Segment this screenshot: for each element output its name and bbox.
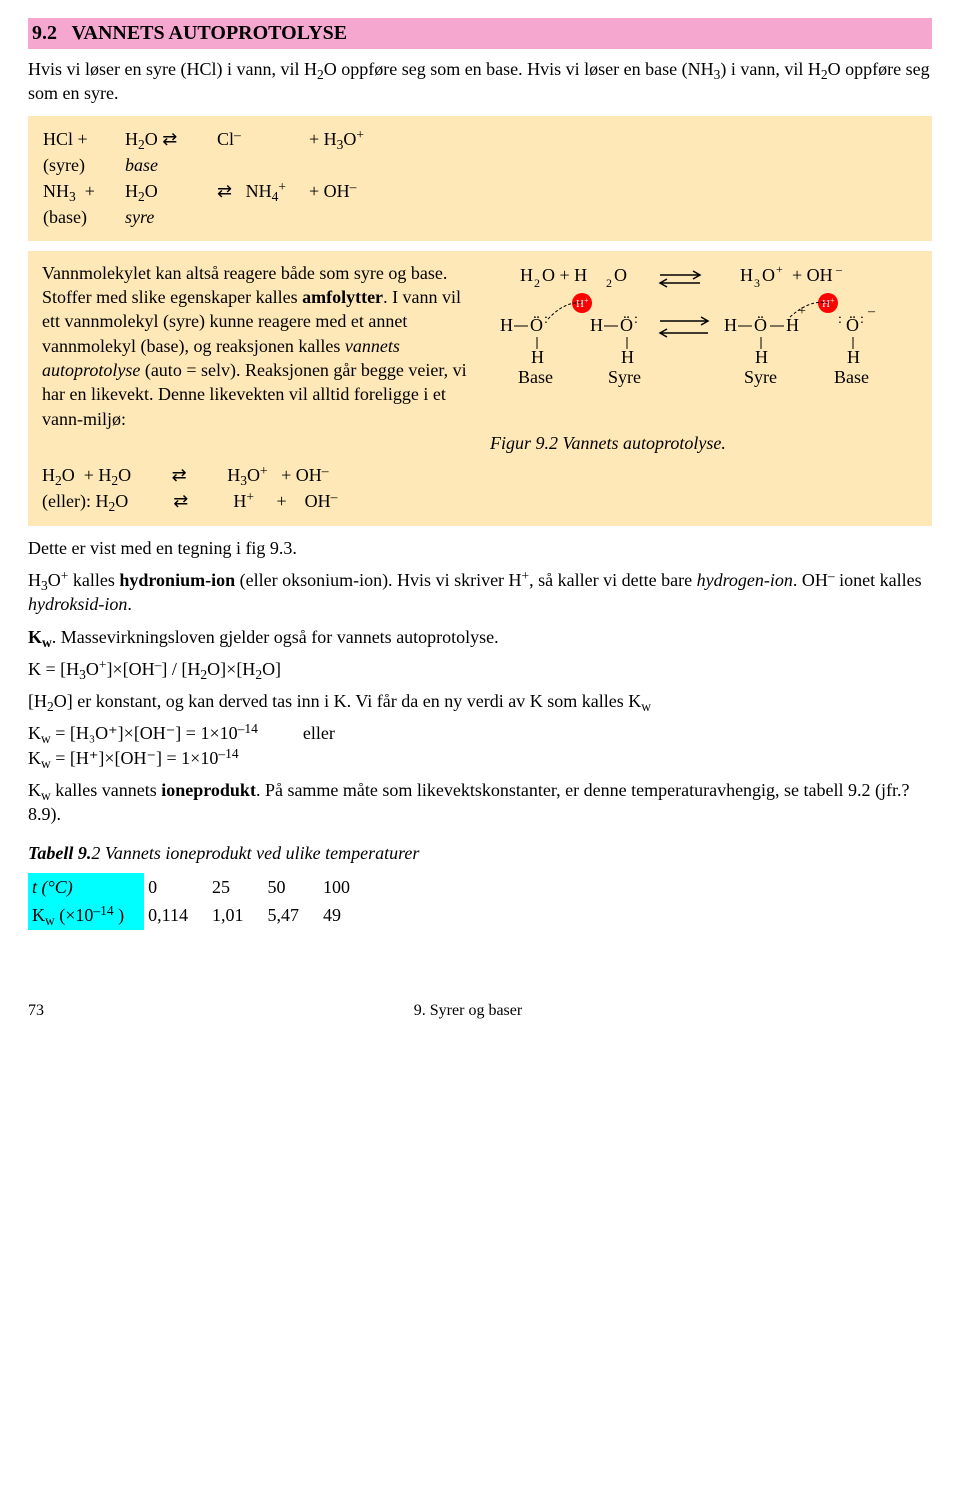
svg-text::: : [838, 312, 842, 327]
svg-text:O + H: O + H [542, 265, 587, 285]
label-syre-1: Syre [608, 367, 641, 387]
equation-table: HCl + H2O ⇄ Cl– + H3O+ (syre) base NH3 +… [42, 126, 365, 231]
svg-text::: : [544, 312, 548, 327]
equilibrium-eq-1: H2O + H2O ⇄ H3O+ + OH– [42, 463, 918, 487]
table-header-t: t (°C) [28, 873, 144, 901]
figure-9-2: H 2 O + H 2 O H 3 O + + OH – H Ö [490, 261, 918, 455]
svg-text:2: 2 [606, 276, 612, 290]
svg-text::: : [634, 312, 638, 327]
intro-paragraph: Hvis vi løser en syre (HCl) i vann, vil … [28, 57, 932, 106]
svg-text:+: + [830, 296, 835, 305]
svg-text:H: H [822, 298, 830, 310]
table-caption: Tabell 9.2 Vannets ioneprodukt ved ulike… [28, 841, 932, 865]
svg-text:O: O [614, 265, 627, 285]
autoprotolysis-diagram: H 2 O + H 2 O H 3 O + + OH – H Ö [490, 261, 910, 421]
svg-text:H: H [847, 347, 860, 367]
box2-text-col: Vannmolekylet kan altså reagere både som… [42, 261, 470, 455]
svg-text:+: + [776, 262, 783, 276]
kw-eq-2: Kw = [H⁺]×[OH⁻] = 1×10–14 [28, 746, 932, 770]
svg-text:H: H [755, 347, 768, 367]
svg-text:H: H [531, 347, 544, 367]
after-p4: K = [H3O+]×[OH–] / [H2O]×[H2O] [28, 657, 932, 681]
after-p5: [H2O] er konstant, og kan derved tas inn… [28, 689, 932, 713]
svg-text:3: 3 [754, 276, 760, 290]
svg-text:2: 2 [534, 276, 540, 290]
svg-text:O: O [762, 265, 775, 285]
after-p3: Kw. Massevirkningsloven gjelder også for… [28, 625, 932, 649]
svg-text:Ö: Ö [846, 315, 859, 335]
svg-text:+ OH: + OH [792, 265, 833, 285]
label-base-1: Base [518, 367, 553, 387]
svg-text:–: – [867, 304, 876, 319]
svg-text::: : [860, 312, 864, 327]
svg-text:+: + [798, 304, 806, 319]
main-box: Vannmolekylet kan altså reagere både som… [28, 251, 932, 526]
svg-text:H: H [621, 347, 634, 367]
label-base-2: Base [834, 367, 869, 387]
svg-text:H: H [740, 265, 753, 285]
svg-text:Ö: Ö [754, 315, 767, 335]
svg-text:–: – [835, 262, 843, 276]
svg-text:H: H [576, 298, 584, 310]
svg-text:H: H [500, 315, 513, 335]
kw-table: t (°C) 0 25 50 100 Kw (×10–14 ) 0,114 1,… [28, 873, 370, 930]
label-syre-2: Syre [744, 367, 777, 387]
section-number: 9.2 [32, 22, 57, 44]
table-header-kw: Kw (×10–14 ) [28, 901, 144, 929]
chapter-label: 9. Syrer og baser [414, 1000, 522, 1022]
svg-text:H: H [520, 265, 533, 285]
after-p2: H3O+ kalles hydronium-ion (eller oksoniu… [28, 568, 932, 617]
svg-text:H: H [590, 315, 603, 335]
svg-text:H: H [724, 315, 737, 335]
section-heading: 9.2 VANNETS AUTOPROTOLYSE [28, 18, 932, 49]
svg-text:Ö: Ö [530, 315, 543, 335]
equation-box-1: HCl + H2O ⇄ Cl– + H3O+ (syre) base NH3 +… [28, 116, 932, 241]
svg-text:+: + [584, 296, 589, 305]
svg-text:Ö: Ö [620, 315, 633, 335]
page-number: 73 [28, 1000, 44, 1022]
equilibrium-eq-2: (eller): H2O ⇄ H+ + OH– [42, 489, 918, 513]
kw-eq-1: Kw = [H₃O⁺]×[OH⁻] = 1×10–14 eller [28, 721, 932, 745]
page-footer: 73 9. Syrer og baser [28, 1000, 932, 1022]
after-p8: Kw kalles vannets ioneprodukt. På samme … [28, 778, 932, 827]
figure-caption: Figur 9.2 Vannets autoprotolyse. [490, 431, 918, 455]
after-p1: Dette er vist med en tegning i fig 9.3. [28, 536, 932, 560]
section-title-text: VANNETS AUTOPROTOLYSE [72, 22, 347, 44]
